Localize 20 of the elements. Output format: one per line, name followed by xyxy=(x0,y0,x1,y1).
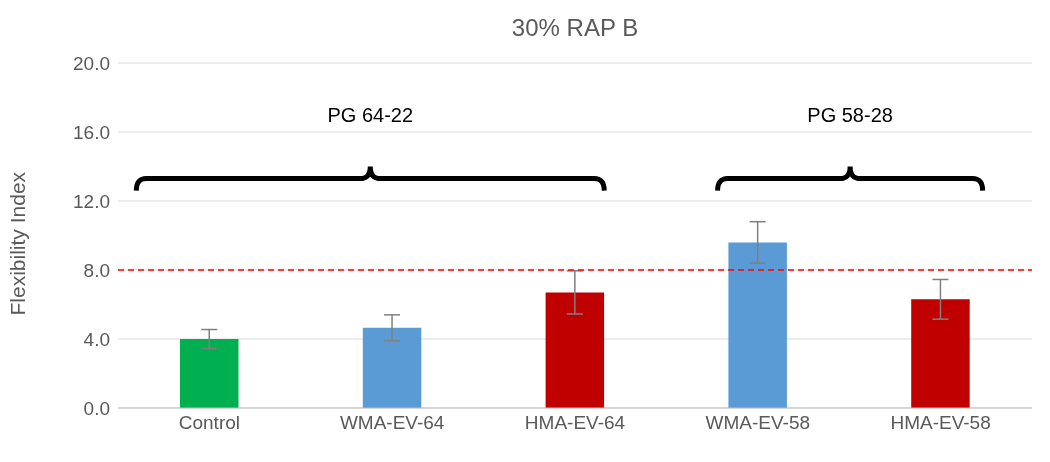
annotation: PG 58-28 xyxy=(807,103,893,126)
x-tick-label: HMA-EV-64 xyxy=(524,412,626,434)
y-tick-label: 0.0 xyxy=(83,397,110,419)
x-tick-label: WMA-EV-58 xyxy=(705,412,811,434)
y-axis-title: Flexibility Index xyxy=(6,171,30,316)
bar xyxy=(911,299,970,408)
y-tick-label: 12.0 xyxy=(73,190,110,212)
y-tick-label: 8.0 xyxy=(83,259,110,281)
y-tick-label: 4.0 xyxy=(83,328,110,350)
x-tick-label: Control xyxy=(178,412,241,434)
chart-title: 30% RAP B xyxy=(510,14,640,42)
y-tick-label: 20.0 xyxy=(73,52,110,74)
x-tick-label: HMA-EV-58 xyxy=(890,412,991,434)
bar xyxy=(362,327,422,408)
bar xyxy=(180,339,239,408)
annotation: PG 64-22 xyxy=(327,103,414,126)
bar xyxy=(728,242,787,408)
x-tick-label: WMA-EV-64 xyxy=(339,412,445,434)
bar xyxy=(545,292,605,408)
y-tick-label: 16.0 xyxy=(73,121,110,143)
